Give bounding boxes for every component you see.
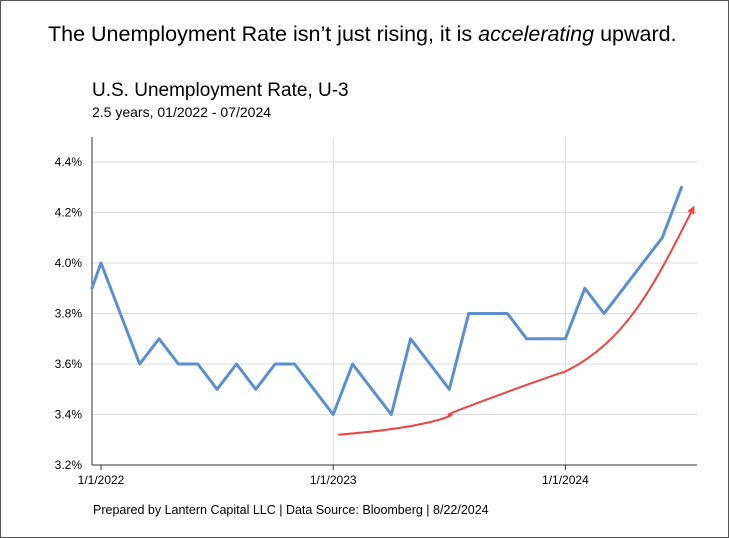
x-tick-label: 1/1/2022 xyxy=(78,473,125,487)
headline-before: The Unemployment Rate isn’t just rising,… xyxy=(48,22,479,46)
gridlines xyxy=(92,137,697,465)
footer-credit: Prepared by Lantern Capital LLC | Data S… xyxy=(93,503,489,517)
y-tick-label: 3.2% xyxy=(55,458,83,472)
headline-after: upward. xyxy=(594,22,677,46)
y-tick-label: 3.4% xyxy=(55,408,83,422)
y-tick-label: 4.2% xyxy=(55,206,83,220)
y-tick-label: 3.8% xyxy=(55,307,83,321)
x-tick-label: 1/1/2023 xyxy=(310,473,357,487)
unemployment-rate-line xyxy=(90,185,683,416)
acceleration-trend-arrow xyxy=(338,205,695,436)
chart-title: U.S. Unemployment Rate, U-3 xyxy=(92,80,349,101)
headline: The Unemployment Rate isn’t just rising,… xyxy=(48,22,677,47)
headline-emphasis: accelerating xyxy=(478,22,595,46)
axes xyxy=(91,137,697,470)
series-group xyxy=(90,185,695,436)
y-tick-label: 3.6% xyxy=(55,357,83,371)
tick-labels: 3.2% 3.4% 3.6% 3.8% 4.0% 4.2% 4.4% 1/1/2022 1/1/… xyxy=(55,155,589,487)
chart-subtitle: 2.5 years, 01/2022 - 07/2024 xyxy=(92,104,272,120)
x-tick-label: 1/1/2024 xyxy=(542,473,589,487)
y-tick-label: 4.0% xyxy=(55,256,83,270)
y-tick-label: 4.4% xyxy=(55,155,83,169)
